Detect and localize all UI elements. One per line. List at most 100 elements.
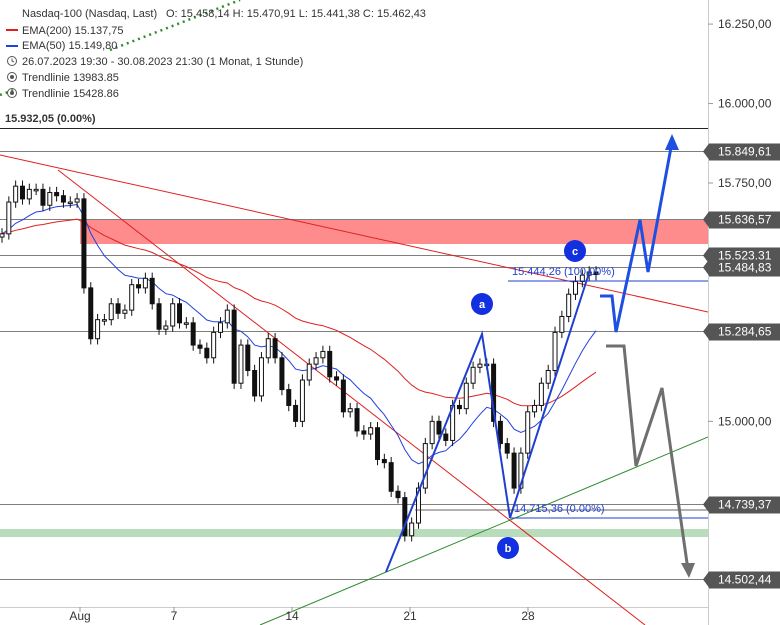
level-tag-label: 15.284,65 xyxy=(718,325,772,339)
candle-body xyxy=(204,347,210,359)
candle-body xyxy=(381,458,387,464)
candle-body xyxy=(156,303,162,330)
candle-body xyxy=(525,411,531,454)
candle-body xyxy=(313,357,319,365)
candle-body xyxy=(415,487,421,524)
candle-body xyxy=(245,344,251,372)
green-trendline xyxy=(259,436,708,625)
level-tag xyxy=(709,143,780,161)
forecast-up-arrow xyxy=(665,134,679,150)
candle-body xyxy=(545,370,551,384)
level-tag-pointer xyxy=(703,259,709,276)
candle-body xyxy=(511,452,517,489)
dotted-trendline xyxy=(0,0,241,97)
ema200-line xyxy=(1,218,597,407)
candle-body xyxy=(252,370,258,397)
candle-body xyxy=(286,389,292,406)
candle-body xyxy=(129,284,135,311)
level-tag-label: 15.523,31 xyxy=(718,249,772,263)
candle-body xyxy=(518,452,524,489)
candle-body xyxy=(163,325,169,330)
candle-body xyxy=(402,497,408,537)
svg-text:a: a xyxy=(479,299,486,311)
candle-body xyxy=(183,322,189,325)
svg-text:b: b xyxy=(505,543,512,555)
candle-body xyxy=(115,303,121,314)
candle-body xyxy=(470,366,476,384)
candle-body xyxy=(47,192,53,206)
candle-body xyxy=(6,201,12,235)
y-axis-ticks: 16.250,00 16.000,00 15.750,00 15.000,00 xyxy=(708,17,772,428)
candle-body xyxy=(347,408,353,413)
wave-label-b: b xyxy=(497,537,519,559)
candle-body xyxy=(375,427,381,460)
plot-area: 15.444,26 (100.00%) 14.715,36 (0.00%) a … xyxy=(0,0,708,625)
candle-body xyxy=(279,357,285,391)
candle-body xyxy=(361,430,367,435)
x-tick-label: 21 xyxy=(403,609,417,623)
candle-body xyxy=(436,420,442,435)
candles xyxy=(0,180,599,542)
candle-body xyxy=(532,404,538,413)
legend-period: 26.07.2023 19:30 - 30.08.2023 21:30 (1 M… xyxy=(22,56,303,68)
ema50-line xyxy=(1,203,597,465)
candle-body xyxy=(217,322,223,333)
candle-body xyxy=(497,420,503,445)
candle-body xyxy=(33,188,39,192)
candle-body xyxy=(272,338,278,359)
level-tag-pointer xyxy=(703,143,709,160)
candle-body xyxy=(142,277,148,289)
candle-body xyxy=(388,462,394,492)
candle-body xyxy=(395,490,401,499)
candle-body xyxy=(422,443,428,489)
candle-body xyxy=(54,192,60,197)
candle-body xyxy=(136,284,142,289)
candle-body xyxy=(258,357,264,397)
candle-body xyxy=(170,303,176,327)
candle-body xyxy=(60,195,66,203)
candle-body xyxy=(231,309,237,384)
candle-body xyxy=(409,522,415,537)
wave-label-c: c xyxy=(564,240,586,262)
level-tag xyxy=(709,259,780,277)
x-tick-label: 28 xyxy=(521,609,535,623)
candle-body xyxy=(299,379,305,422)
candle-body xyxy=(95,319,101,340)
horizontal-levels xyxy=(0,151,708,580)
candle-body xyxy=(19,185,25,200)
candle-body xyxy=(306,363,312,381)
legend-ema50: EMA(50) 15.149,80 xyxy=(22,40,117,52)
level-label: 15.932,05 (0.00%) xyxy=(5,113,96,125)
candle-body xyxy=(13,185,19,203)
red-trendline-long xyxy=(0,154,708,313)
candle-body xyxy=(340,379,346,413)
fib-100-label: 15.444,26 (100.00%) xyxy=(512,266,615,278)
level-tag xyxy=(709,211,780,229)
candle-body xyxy=(463,382,469,410)
candle-body xyxy=(224,309,230,324)
level-tag-label: 14.502,44 xyxy=(718,573,772,587)
candle-body xyxy=(456,404,462,410)
candle-body xyxy=(190,322,196,346)
x-tick-label: 7 xyxy=(171,609,178,623)
candle-body xyxy=(443,433,449,441)
x-tick-label: 14 xyxy=(285,609,299,623)
resistance-zone xyxy=(80,220,708,244)
chart-legend: Nasdaq-100 (Nasdaq, Last) O: 15.458,14 H… xyxy=(5,8,426,125)
legend-ema200: EMA(200) 15.137,75 xyxy=(22,25,124,37)
y-tick-label: 16.000,00 xyxy=(718,97,772,111)
x-tick-label: Aug xyxy=(69,609,90,623)
y-tick-label: 16.250,00 xyxy=(718,17,772,31)
level-tag-pointer xyxy=(703,247,709,264)
candle-body xyxy=(265,338,271,359)
candle-body xyxy=(593,271,599,276)
candle-body xyxy=(293,404,299,422)
candle-body xyxy=(211,331,217,359)
candle-body xyxy=(88,287,94,340)
trendline-icon xyxy=(7,88,17,98)
fib-0-label: 14.715,36 (0.00%) xyxy=(514,503,605,515)
candle-body xyxy=(74,198,80,203)
candle-body xyxy=(81,198,87,289)
